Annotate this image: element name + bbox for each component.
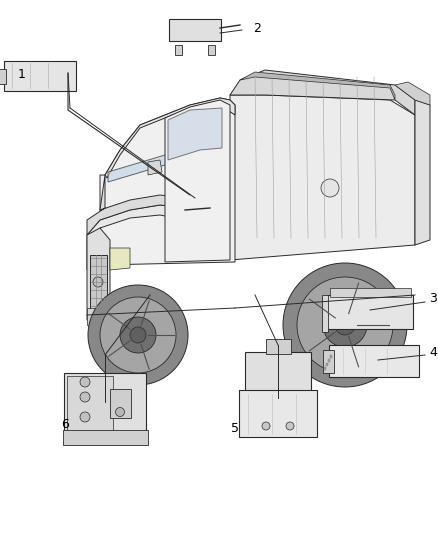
Circle shape <box>321 179 339 197</box>
FancyBboxPatch shape <box>4 61 76 91</box>
Polygon shape <box>148 160 162 175</box>
FancyBboxPatch shape <box>0 69 6 84</box>
FancyBboxPatch shape <box>110 389 131 417</box>
Polygon shape <box>230 95 415 260</box>
Polygon shape <box>165 100 230 262</box>
Polygon shape <box>87 175 205 235</box>
Polygon shape <box>168 108 222 160</box>
Polygon shape <box>100 98 235 265</box>
Circle shape <box>88 285 188 385</box>
Circle shape <box>80 412 90 422</box>
Text: 5: 5 <box>231 422 239 434</box>
Polygon shape <box>230 70 415 115</box>
Circle shape <box>80 392 90 402</box>
FancyBboxPatch shape <box>169 19 221 41</box>
Text: 6: 6 <box>61 418 69 432</box>
Polygon shape <box>240 72 395 100</box>
Circle shape <box>335 315 355 335</box>
FancyBboxPatch shape <box>265 338 290 353</box>
FancyBboxPatch shape <box>326 363 328 366</box>
Text: 3: 3 <box>429 292 437 304</box>
Polygon shape <box>87 228 110 320</box>
Polygon shape <box>395 82 430 105</box>
Circle shape <box>120 317 156 353</box>
Text: 1: 1 <box>18 69 26 82</box>
Polygon shape <box>108 148 222 182</box>
Circle shape <box>116 408 124 416</box>
FancyBboxPatch shape <box>324 367 325 370</box>
Circle shape <box>297 277 393 373</box>
FancyBboxPatch shape <box>322 350 333 373</box>
Circle shape <box>93 277 103 287</box>
FancyBboxPatch shape <box>327 295 413 329</box>
FancyBboxPatch shape <box>245 352 311 394</box>
Circle shape <box>323 303 367 347</box>
Circle shape <box>100 297 176 373</box>
Polygon shape <box>87 205 205 270</box>
Polygon shape <box>110 248 130 270</box>
Circle shape <box>283 263 407 387</box>
FancyBboxPatch shape <box>329 345 419 377</box>
Text: 2: 2 <box>253 21 261 35</box>
FancyBboxPatch shape <box>64 373 146 433</box>
Circle shape <box>262 422 270 430</box>
Polygon shape <box>87 308 118 325</box>
FancyBboxPatch shape <box>63 430 148 445</box>
Polygon shape <box>208 45 215 55</box>
Polygon shape <box>415 100 430 245</box>
Polygon shape <box>105 98 235 178</box>
Circle shape <box>130 327 146 343</box>
FancyBboxPatch shape <box>330 355 332 358</box>
Polygon shape <box>90 255 107 310</box>
FancyBboxPatch shape <box>329 287 410 296</box>
Text: 4: 4 <box>429 346 437 359</box>
Circle shape <box>80 377 90 387</box>
Polygon shape <box>175 45 182 55</box>
FancyBboxPatch shape <box>67 376 113 431</box>
FancyBboxPatch shape <box>328 359 329 362</box>
FancyBboxPatch shape <box>239 390 317 437</box>
Polygon shape <box>322 295 328 332</box>
Circle shape <box>286 422 294 430</box>
